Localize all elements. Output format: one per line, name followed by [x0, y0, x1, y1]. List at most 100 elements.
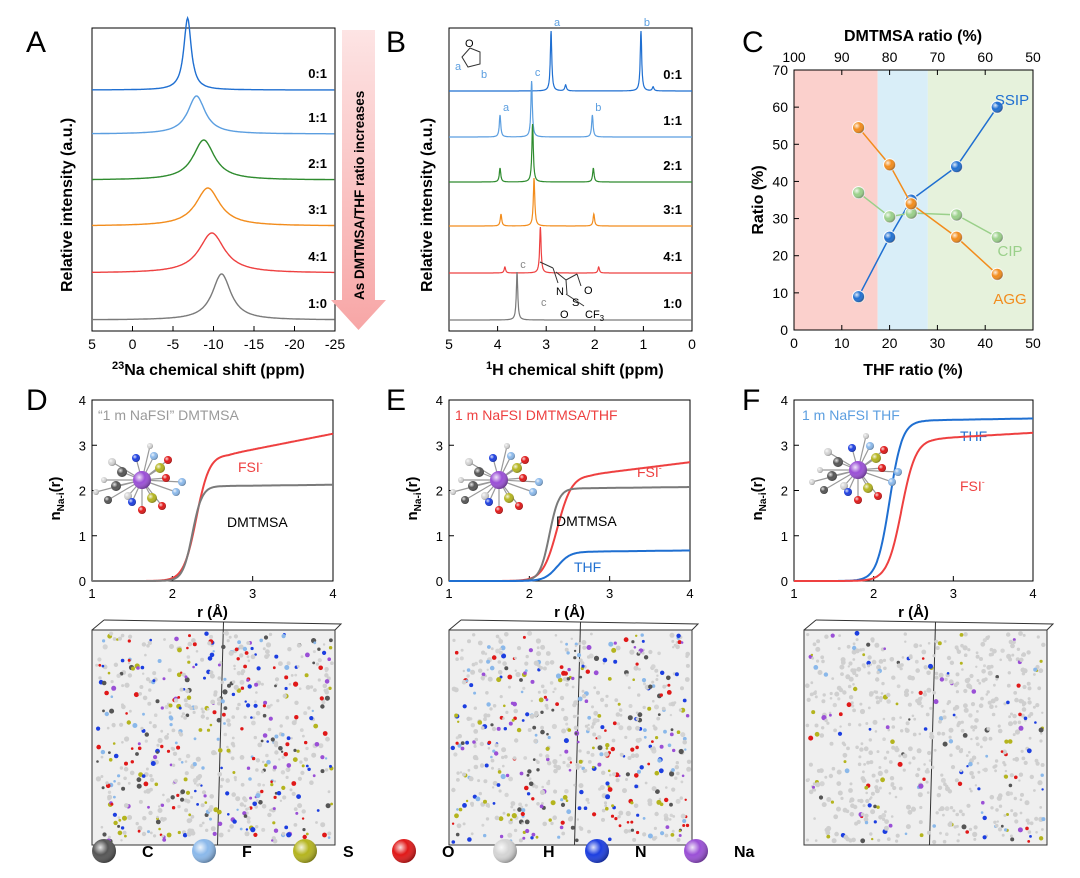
box-atom	[852, 645, 857, 651]
box-atom	[497, 768, 501, 771]
box-atom	[1011, 653, 1015, 657]
x-axis-label: r (Å)	[554, 604, 585, 621]
box-atom	[140, 665, 145, 670]
box-atom	[540, 644, 546, 650]
box-atom	[1040, 773, 1044, 777]
data-point-shade	[852, 121, 865, 134]
box-atom	[100, 775, 104, 778]
box-atom	[1025, 818, 1030, 823]
atom-legend-shade	[192, 839, 216, 863]
x-tick-label: 0	[129, 336, 137, 352]
atom-legend-label-c: C	[142, 844, 154, 861]
box-atom	[578, 759, 583, 764]
box-atom	[871, 773, 876, 778]
box-atom	[1029, 835, 1032, 838]
box-atom	[137, 829, 141, 833]
box-atom	[852, 658, 856, 661]
thf-o: O	[465, 38, 474, 50]
box-atom	[542, 666, 547, 671]
box-atom	[1014, 756, 1020, 762]
box-atom	[1002, 749, 1007, 755]
box-atom	[886, 699, 891, 704]
box-atom	[243, 804, 247, 808]
box-atom	[498, 637, 501, 640]
box-atom	[166, 749, 171, 753]
box-atom	[525, 712, 530, 717]
box-atom	[604, 703, 609, 708]
box-atom	[669, 732, 674, 737]
box-atom	[953, 825, 957, 829]
box-atom	[605, 747, 609, 750]
box-atom	[636, 830, 640, 835]
box-atom	[641, 651, 645, 655]
box-atom	[162, 838, 167, 842]
box-atom	[160, 729, 164, 733]
box-atom	[912, 732, 917, 737]
y-tick-label: 0	[79, 574, 86, 589]
x-axis-label-sup: 1	[486, 360, 492, 372]
box-atom	[856, 666, 862, 672]
box-atom	[996, 795, 1002, 801]
box-atom	[980, 811, 984, 814]
box-atom	[890, 815, 894, 818]
box-atom	[133, 692, 139, 698]
box-atom	[117, 830, 123, 836]
box-atom	[236, 671, 242, 676]
x-tick-label: 4	[1029, 586, 1036, 601]
x-tick-label: 0	[790, 335, 798, 351]
box-atom	[185, 790, 191, 795]
box-atom	[579, 789, 584, 795]
box-atom	[296, 794, 301, 799]
box-atom	[527, 769, 532, 774]
box-atom	[863, 763, 866, 766]
box-atom	[895, 702, 899, 706]
data-point-shade	[991, 231, 1004, 244]
box-atom	[217, 676, 222, 680]
box-atom	[287, 647, 292, 652]
box-atom	[1014, 819, 1019, 824]
box-atom	[1006, 813, 1009, 816]
box-atom	[834, 831, 839, 837]
box-atom	[939, 806, 945, 812]
box-atom	[918, 783, 924, 789]
box-atom	[819, 768, 824, 773]
y-axis-label: nNa-i(r)	[749, 477, 769, 521]
box-atom	[1020, 667, 1026, 673]
box-atom	[976, 761, 980, 765]
box-atom	[518, 838, 523, 843]
box-atom	[148, 641, 152, 645]
box-atom	[270, 780, 273, 783]
box-atom	[577, 696, 583, 702]
box-atom	[274, 684, 277, 688]
box-atom	[633, 646, 637, 649]
box-atom	[560, 802, 566, 808]
atom-shade	[824, 448, 832, 456]
box-atom	[859, 648, 863, 652]
box-atom	[935, 646, 940, 650]
box-atom	[266, 704, 271, 709]
box-atom	[486, 668, 489, 671]
atom-shade	[490, 471, 508, 489]
box-atom	[216, 809, 222, 815]
y-axis-label: Relative intensity (a.u.)	[59, 118, 76, 292]
box-atom	[557, 677, 563, 683]
box-atom	[512, 808, 516, 812]
box-atom	[470, 669, 476, 675]
box-atom	[568, 768, 572, 772]
box-atom	[325, 736, 330, 742]
box-atom	[326, 687, 329, 691]
box-atom	[987, 670, 993, 676]
atom-shade	[849, 461, 867, 479]
box-atom	[545, 651, 551, 656]
box-atom	[670, 728, 674, 732]
box-atom	[105, 781, 109, 785]
box-atom	[882, 737, 886, 741]
box-atom	[868, 750, 873, 755]
box-atom	[873, 690, 877, 694]
box-atom	[626, 725, 632, 731]
atom-shade	[155, 463, 165, 473]
box-atom	[824, 775, 828, 779]
box-atom	[847, 684, 852, 689]
box-atom	[305, 832, 309, 836]
box-atom	[993, 683, 996, 687]
